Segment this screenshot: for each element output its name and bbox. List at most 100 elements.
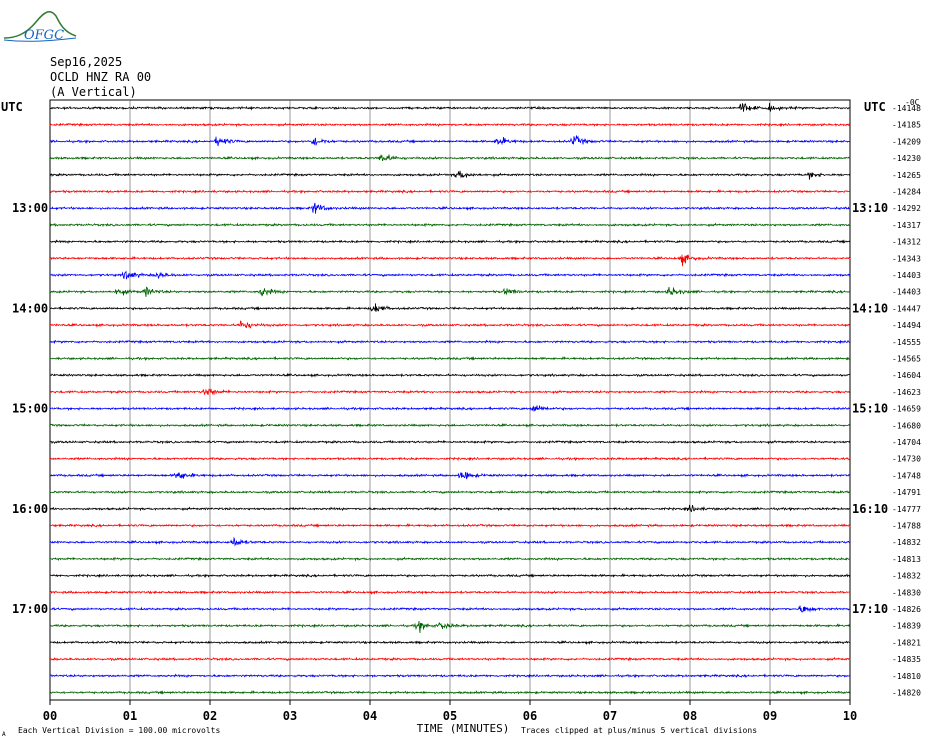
trace-row-22 <box>50 471 851 480</box>
trace-row-14 <box>49 339 851 345</box>
row-offset-label: -14185 <box>892 121 921 130</box>
right-utc-label: UTC <box>864 100 886 114</box>
row-offset-label: -14317 <box>892 221 921 230</box>
row-offset-label: -14494 <box>892 321 921 330</box>
trace-row-35 <box>50 690 851 696</box>
row-offset-label: -14832 <box>892 538 921 547</box>
row-offset-label: -14680 <box>892 421 921 430</box>
x-tick-label: 10 <box>843 709 857 723</box>
row-offset-label: -14839 <box>892 622 921 631</box>
trace-row-15 <box>49 355 851 361</box>
x-tick-label: 08 <box>683 709 697 723</box>
logo-text: OFGC <box>24 28 64 43</box>
hour-label-right: 17:10 <box>852 602 888 616</box>
row-offset-label: -14826 <box>892 605 921 614</box>
row-offset-label: -14788 <box>892 522 921 531</box>
logo-mountain <box>3 11 77 39</box>
hour-label-left: 16:00 <box>12 502 48 516</box>
trace-row-34 <box>49 673 851 679</box>
trace-row-4 <box>49 170 851 180</box>
hour-label-left: 15:00 <box>12 402 48 416</box>
row-offset-label: -14835 <box>892 655 921 664</box>
row-offset-label: -14604 <box>892 371 921 380</box>
trace-row-0 <box>49 102 851 112</box>
row-offset-label: -14821 <box>892 638 921 647</box>
x-tick-label: 07 <box>603 709 617 723</box>
component-label: (A Vertical) <box>50 85 137 99</box>
row-offset-label: -14830 <box>892 588 921 597</box>
hour-label-left: 14:00 <box>12 301 48 315</box>
trace-row-28 <box>49 573 851 579</box>
trace-row-29 <box>49 589 851 596</box>
trace-row-6 <box>49 202 851 214</box>
trace-row-32 <box>49 640 851 646</box>
hour-label-right: 13:10 <box>852 201 888 215</box>
row-offset-label: -14403 <box>892 271 921 280</box>
date-label: Sep16,2025 <box>50 55 123 69</box>
row-offset-label: -14292 <box>892 204 921 213</box>
trace-row-9 <box>49 254 851 267</box>
hour-label-left: 13:00 <box>12 201 48 215</box>
x-tick-label: 05 <box>443 709 457 723</box>
corner-mark: A <box>2 731 6 738</box>
row-offset-label: -14623 <box>892 388 921 397</box>
scale-note: Each Vertical Division = 100.00 microvol… <box>18 726 220 735</box>
row-offset-label: -14748 <box>892 471 921 480</box>
trace-row-21 <box>49 456 851 462</box>
hour-label-right: 14:10 <box>852 301 888 315</box>
left-utc-label: UTC <box>1 100 23 114</box>
trace-row-33 <box>50 656 851 662</box>
trace-row-3 <box>49 154 851 162</box>
hour-label-right: 16:10 <box>852 502 888 516</box>
trace-row-17 <box>49 388 851 396</box>
x-tick-label: 03 <box>283 709 297 723</box>
row-offset-label: -14820 <box>892 689 921 698</box>
ofgc-logo: OFGC <box>3 11 77 43</box>
trace-row-8 <box>50 239 851 245</box>
row-offset-label: -14832 <box>892 572 921 581</box>
x-tick-label: 01 <box>123 709 137 723</box>
row-offset-label: -14555 <box>892 338 921 347</box>
row-offset-label: -14704 <box>892 438 921 447</box>
station-label: OCLD HNZ RA 00 <box>50 70 152 84</box>
x-tick-label: 06 <box>523 709 537 723</box>
trace-row-16 <box>49 372 851 378</box>
row-offset-label: -14209 <box>892 137 921 146</box>
row-offset-label: -14813 <box>892 555 921 564</box>
trace-row-31 <box>49 620 851 634</box>
row-offset-label: -14810 <box>892 672 921 681</box>
first-row-right-label: -0C <box>905 98 920 107</box>
clip-note: Traces clipped at plus/minus 5 vertical … <box>521 726 757 735</box>
hour-label-left: 17:00 <box>12 602 48 616</box>
row-offset-label: -14343 <box>892 254 921 263</box>
row-offset-label: -14565 <box>892 355 921 364</box>
trace-row-25 <box>49 522 851 528</box>
row-offset-label: -14284 <box>892 188 921 197</box>
row-offset-label: -14230 <box>892 154 921 163</box>
trace-row-12 <box>49 303 851 312</box>
row-offset-label: -14403 <box>892 288 921 297</box>
x-tick-label: 02 <box>203 709 217 723</box>
hour-label-right: 15:10 <box>852 402 888 416</box>
trace-row-24 <box>49 504 851 513</box>
trace-row-10 <box>49 270 851 280</box>
trace-row-1 <box>49 122 851 128</box>
trace-row-27 <box>49 556 851 562</box>
row-offset-label: -14265 <box>892 171 921 180</box>
trace-row-23 <box>49 489 851 495</box>
trace-row-13 <box>49 320 851 329</box>
x-tick-label: 09 <box>763 709 777 723</box>
trace-row-11 <box>49 286 851 297</box>
row-offset-label: -14148 <box>892 104 921 113</box>
trace-row-19 <box>49 422 850 429</box>
trace-row-20 <box>49 439 851 445</box>
row-offset-label: -14312 <box>892 238 921 247</box>
row-offset-label: -14777 <box>892 505 921 514</box>
trace-row-7 <box>49 222 851 228</box>
x-axis-label: TIME (MINUTES) <box>417 722 510 735</box>
row-offset-label: -14659 <box>892 405 921 414</box>
logo-underline <box>3 37 77 42</box>
trace-row-18 <box>49 405 851 412</box>
row-offset-label: -14447 <box>892 304 921 313</box>
